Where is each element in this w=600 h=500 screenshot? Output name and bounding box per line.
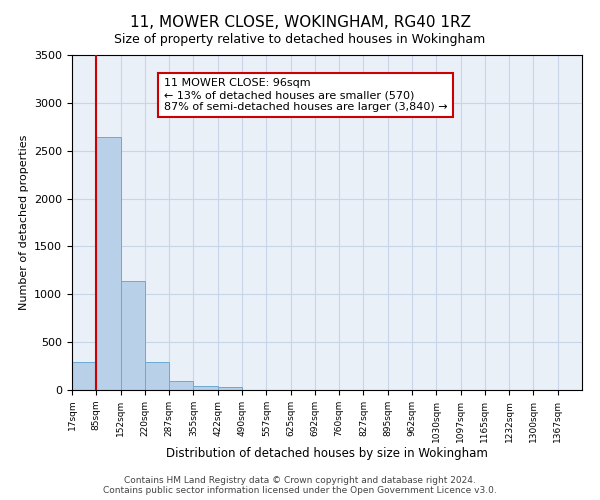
Bar — [218, 388, 242, 390]
Text: Size of property relative to detached houses in Wokingham: Size of property relative to detached ho… — [115, 32, 485, 46]
Text: 11, MOWER CLOSE, WOKINGHAM, RG40 1RZ: 11, MOWER CLOSE, WOKINGHAM, RG40 1RZ — [130, 15, 470, 30]
Bar — [72, 362, 96, 390]
Text: 11 MOWER CLOSE: 96sqm
← 13% of detached houses are smaller (570)
87% of semi-det: 11 MOWER CLOSE: 96sqm ← 13% of detached … — [164, 78, 448, 112]
Bar — [169, 381, 193, 390]
Bar — [96, 138, 121, 390]
Bar — [145, 362, 169, 390]
Text: Contains HM Land Registry data © Crown copyright and database right 2024.
Contai: Contains HM Land Registry data © Crown c… — [103, 476, 497, 495]
Y-axis label: Number of detached properties: Number of detached properties — [19, 135, 29, 310]
Bar — [121, 281, 145, 390]
X-axis label: Distribution of detached houses by size in Wokingham: Distribution of detached houses by size … — [166, 448, 488, 460]
Bar — [193, 386, 218, 390]
